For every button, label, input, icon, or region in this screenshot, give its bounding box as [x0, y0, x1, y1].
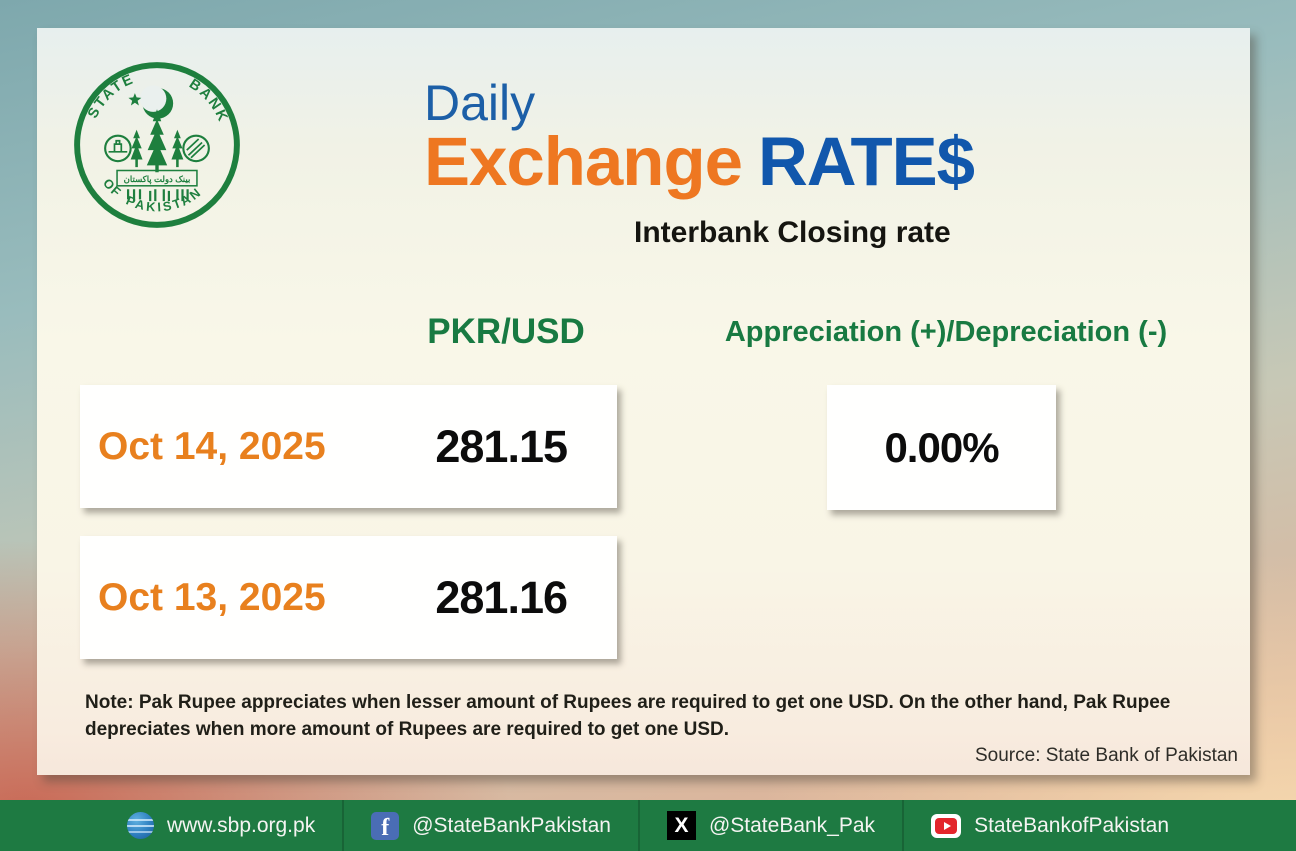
- palm-trees-icon: [130, 109, 184, 173]
- footer-website-link[interactable]: www.sbp.org.pk: [100, 812, 342, 839]
- x-icon: X: [666, 811, 696, 840]
- title-daily: Daily: [424, 75, 536, 131]
- logo-medallions: [104, 134, 210, 163]
- footer-facebook-label: @StateBankPakistan: [412, 813, 611, 837]
- logo-ring-text-of: OF: [100, 175, 125, 200]
- title-main: Exchange RATE$: [424, 122, 975, 201]
- footer-divider: [902, 800, 905, 851]
- footer-divider: [342, 800, 345, 851]
- logo-tick-marks: [126, 189, 189, 202]
- column-header-pkr-usd: PKR/USD: [427, 312, 585, 351]
- rate-row-date: Oct 14, 2025: [98, 424, 326, 468]
- title-exchange: Exchange: [424, 123, 743, 200]
- rate-row-oct-14: Oct 14, 2025 281.15: [80, 385, 617, 508]
- rate-row-value: 281.16: [435, 571, 568, 623]
- rate-row-oct-13: Oct 13, 2025 281.16: [80, 536, 617, 659]
- footer-youtube-label: StateBankofPakistan: [974, 813, 1170, 837]
- source-text: Source: State Bank of Pakistan: [975, 745, 1238, 766]
- svg-text:بینک دولت پاکستان: بینک دولت پاکستان: [124, 174, 191, 185]
- footer-youtube-link[interactable]: StateBankofPakistan: [904, 813, 1196, 838]
- rate-row-date: Oct 13, 2025: [98, 575, 326, 619]
- footer-bar: www.sbp.org.pk f @StateBankPakistan X @S…: [0, 800, 1296, 851]
- youtube-icon: [931, 813, 962, 838]
- footer-divider: [637, 800, 640, 851]
- footer-x-label: @StateBank_Pak: [708, 813, 876, 837]
- globe-icon: [126, 812, 154, 839]
- footer-facebook-link[interactable]: f @StateBankPakistan: [344, 811, 638, 840]
- subtitle-interbank: Interbank Closing rate: [634, 216, 951, 249]
- column-header-appreciation-depreciation: Appreciation (+)/Depreciation (-): [724, 316, 1168, 348]
- change-percentage-value: 0.00%: [884, 423, 999, 471]
- logo-script-band: بینک دولت پاکستان: [116, 169, 198, 187]
- footer-x-link[interactable]: X @StateBank_Pak: [640, 811, 902, 840]
- sbp-logo: STATE BANK OF PAKISTAN: [74, 62, 240, 228]
- footer-website-label: www.sbp.org.pk: [166, 813, 316, 837]
- change-percentage-box: 0.00%: [827, 385, 1056, 510]
- rate-row-value: 281.15: [435, 420, 568, 472]
- logo-ring: [74, 62, 240, 228]
- facebook-icon: f: [371, 811, 400, 840]
- note-text: Note: Pak Rupee appreciates when lesser …: [85, 692, 1171, 740]
- title-rates: RATE$: [757, 123, 975, 200]
- crescent-star-icon: [128, 85, 174, 119]
